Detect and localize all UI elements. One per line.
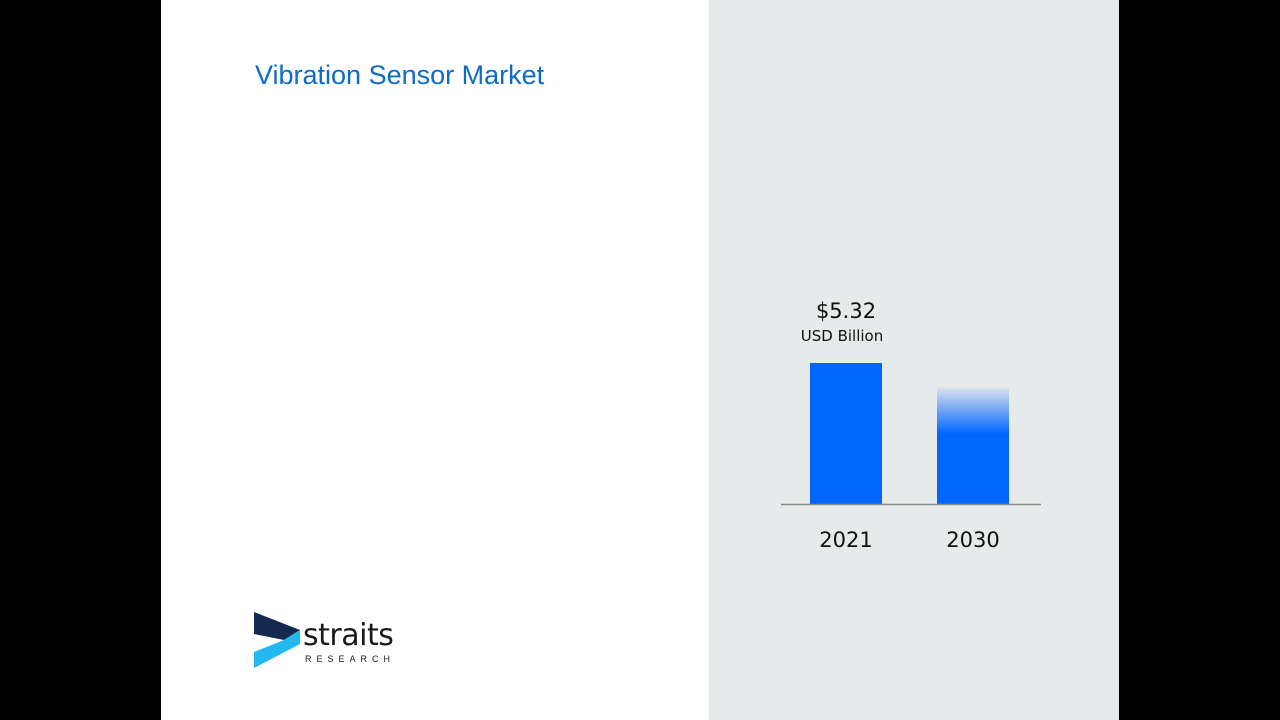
- straits-research-logo: straits RESEARCH: [254, 612, 404, 672]
- page-title: Vibration Sensor Market: [255, 60, 545, 90]
- data-label-value: $5.32: [816, 299, 876, 323]
- logo-arrow-icon: [254, 612, 300, 668]
- slide-chart-panel: [709, 0, 1119, 720]
- bar-2030: [937, 387, 1009, 504]
- bar-2021: [810, 363, 882, 504]
- x-tick-label: 2021: [819, 528, 872, 552]
- logo-wordmark: straits: [303, 618, 394, 653]
- x-tick-label: 2030: [946, 528, 999, 552]
- logo-subtitle: RESEARCH: [305, 654, 396, 664]
- data-label-unit: USD Billion: [801, 327, 883, 345]
- slide-left-panel: [161, 0, 709, 720]
